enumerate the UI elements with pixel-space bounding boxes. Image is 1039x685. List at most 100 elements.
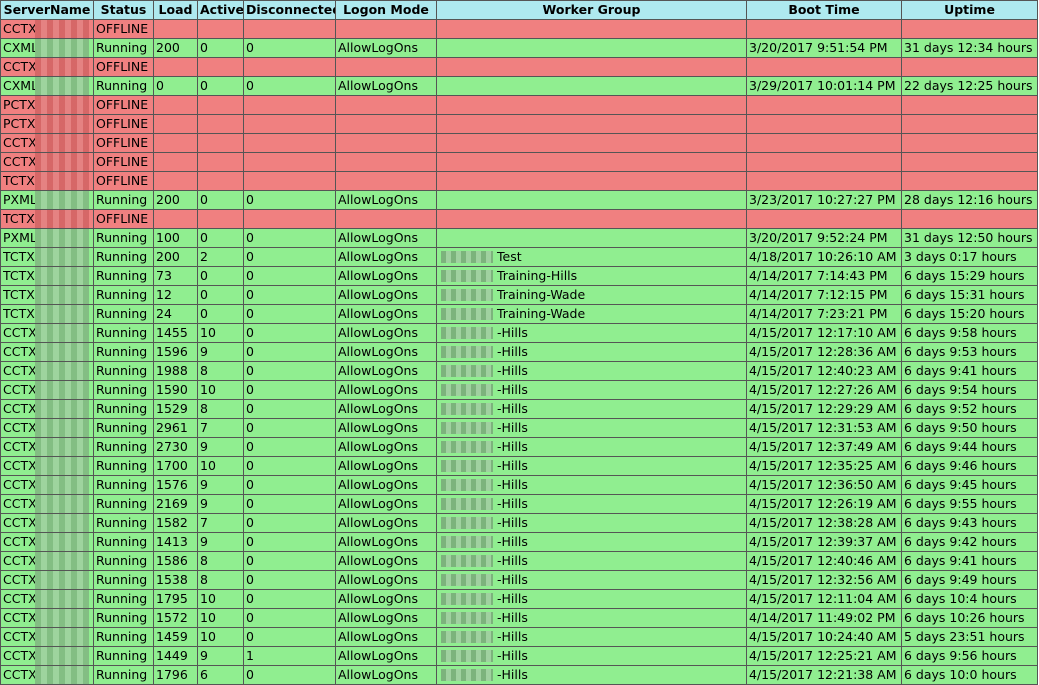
cell-uptime: 6 days 9:56 hours <box>901 646 1038 666</box>
cell-load: 2961 <box>153 418 198 438</box>
redacted-server-suffix <box>35 533 89 551</box>
cell-boot-time: 4/15/2017 12:21:38 AM <box>746 665 902 685</box>
redacted-server-suffix <box>35 590 89 608</box>
cell-status: Running <box>93 323 154 343</box>
cell-servername: CCTX <box>0 152 94 172</box>
redacted-group-prefix <box>441 308 493 320</box>
cell-boot-time <box>746 95 902 115</box>
cell-servername: TCTX <box>0 304 94 324</box>
cell-uptime: 6 days 10:0 hours <box>901 665 1038 685</box>
cell-disconnected <box>243 57 336 77</box>
cell-active: 9 <box>197 532 244 552</box>
cell-load: 12 <box>153 285 198 305</box>
server-name-text: CCTX <box>3 534 35 549</box>
cell-load <box>153 95 198 115</box>
cell-servername: TCTX <box>0 171 94 191</box>
cell-worker-group: -Hills <box>436 608 747 628</box>
cell-logon-mode: AllowLogOns <box>335 589 437 609</box>
cell-active: 0 <box>197 190 244 210</box>
worker-group-text: Training-Hills <box>497 268 578 283</box>
cell-disconnected: 1 <box>243 646 336 666</box>
cell-worker-group: -Hills <box>436 456 747 476</box>
cell-logon-mode: AllowLogOns <box>335 361 437 381</box>
redacted-group-prefix <box>441 650 493 662</box>
cell-load: 1795 <box>153 589 198 609</box>
server-name-text: TCTX <box>3 173 35 188</box>
cell-boot-time <box>746 19 902 39</box>
worker-group-text: -Hills <box>497 477 528 492</box>
table-row: CCTX Running 1586 8 0 AllowLogOns -Hills 4/15/2… <box>0 551 1038 571</box>
cell-disconnected: 0 <box>243 228 336 248</box>
cell-boot-time <box>746 57 902 77</box>
server-name-text: TCTX <box>3 211 35 226</box>
worker-group-text: -Hills <box>497 458 528 473</box>
cell-load: 0 <box>153 76 198 96</box>
cell-logon-mode: AllowLogOns <box>335 627 437 647</box>
table-row: TCTX OFFLINE <box>0 171 1038 191</box>
redacted-server-suffix <box>35 267 89 285</box>
worker-group-text: Training-Wade <box>497 287 586 302</box>
cell-load: 1449 <box>153 646 198 666</box>
table-row: CCTX OFFLINE <box>0 152 1038 172</box>
table-row: CCTX Running 1576 9 0 AllowLogOns -Hills 4/15/2… <box>0 475 1038 495</box>
cell-active: 2 <box>197 247 244 267</box>
cell-servername: CXML <box>0 38 94 58</box>
cell-worker-group: -Hills <box>436 551 747 571</box>
cell-servername: CCTX <box>0 57 94 77</box>
cell-logon-mode: AllowLogOns <box>335 551 437 571</box>
table-row: CCTX OFFLINE <box>0 19 1038 39</box>
cell-servername: CCTX <box>0 551 94 571</box>
redacted-server-suffix <box>35 172 89 190</box>
cell-disconnected: 0 <box>243 266 336 286</box>
worker-group-text: -Hills <box>497 591 528 606</box>
server-name-text: CCTX <box>3 344 35 359</box>
cell-active: 10 <box>197 323 244 343</box>
cell-uptime <box>901 114 1038 134</box>
redacted-group-prefix <box>441 498 493 510</box>
cell-disconnected <box>243 209 336 229</box>
cell-load: 1988 <box>153 361 198 381</box>
cell-boot-time: 4/15/2017 12:36:50 AM <box>746 475 902 495</box>
cell-uptime: 6 days 9:53 hours <box>901 342 1038 362</box>
cell-active: 0 <box>197 38 244 58</box>
cell-worker-group: -Hills <box>436 627 747 647</box>
cell-uptime: 6 days 9:52 hours <box>901 399 1038 419</box>
cell-active <box>197 114 244 134</box>
cell-uptime: 6 days 10:4 hours <box>901 589 1038 609</box>
cell-servername: PXML <box>0 190 94 210</box>
cell-worker-group <box>436 57 747 77</box>
cell-logon-mode: AllowLogOns <box>335 266 437 286</box>
redacted-server-suffix <box>35 362 89 380</box>
cell-uptime <box>901 133 1038 153</box>
cell-load <box>153 133 198 153</box>
server-name-text: PXML <box>3 230 35 245</box>
cell-uptime: 22 days 12:25 hours <box>901 76 1038 96</box>
cell-status: Running <box>93 399 154 419</box>
cell-disconnected: 0 <box>243 418 336 438</box>
cell-uptime: 6 days 9:41 hours <box>901 551 1038 571</box>
cell-servername: CCTX <box>0 437 94 457</box>
cell-worker-group <box>436 19 747 39</box>
worker-group-text: -Hills <box>497 363 528 378</box>
column-header-servername: ServerName <box>0 0 94 20</box>
cell-uptime: 6 days 9:43 hours <box>901 513 1038 533</box>
cell-load <box>153 114 198 134</box>
cell-uptime: 6 days 9:46 hours <box>901 456 1038 476</box>
server-name-text: CCTX <box>3 553 35 568</box>
cell-disconnected: 0 <box>243 570 336 590</box>
server-name-text: TCTX <box>3 249 35 264</box>
cell-boot-time: 4/14/2017 7:14:43 PM <box>746 266 902 286</box>
redacted-server-suffix <box>35 20 89 38</box>
redacted-server-suffix <box>35 495 89 513</box>
cell-load: 24 <box>153 304 198 324</box>
cell-logon-mode: AllowLogOns <box>335 285 437 305</box>
cell-uptime: 6 days 15:31 hours <box>901 285 1038 305</box>
cell-logon-mode <box>335 95 437 115</box>
cell-active <box>197 171 244 191</box>
cell-disconnected: 0 <box>243 551 336 571</box>
server-name-text: CCTX <box>3 363 35 378</box>
table-row: PCTX OFFLINE <box>0 114 1038 134</box>
worker-group-text: -Hills <box>497 534 528 549</box>
cell-load: 1576 <box>153 475 198 495</box>
cell-status: OFFLINE <box>93 114 154 134</box>
